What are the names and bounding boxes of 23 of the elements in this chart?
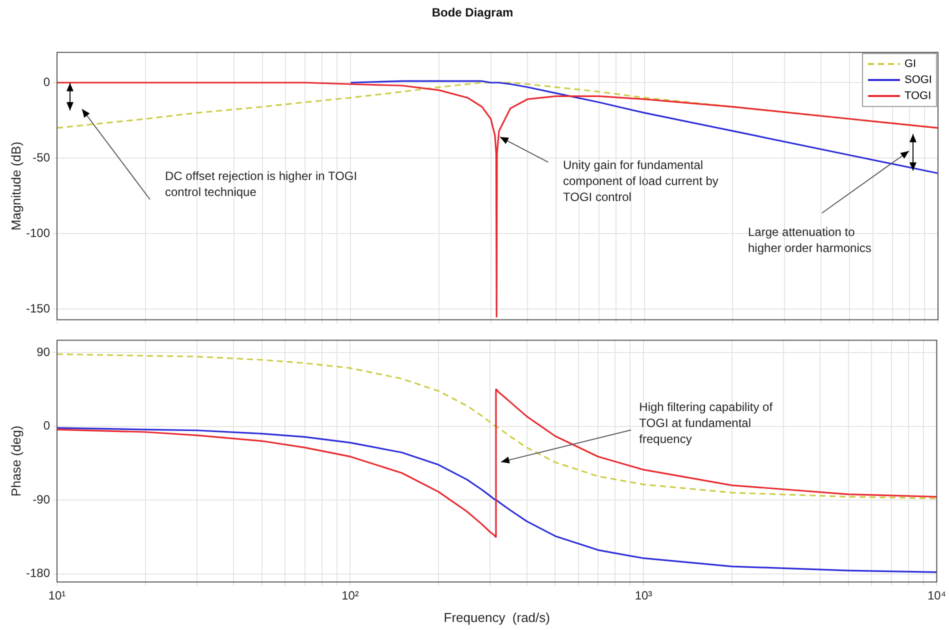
- y-axis-title: Phase (deg): [8, 426, 24, 497]
- y-tick-label: -100: [26, 226, 50, 240]
- annotation: DC offset rejection is higher in TOGI control technique: [165, 168, 358, 200]
- annotation: High filtering capability of TOGI at fundamental frequency: [639, 398, 774, 447]
- y-tick-label: 0: [43, 418, 50, 433]
- y-tick-label: 0: [43, 74, 50, 89]
- x-axis-title: Frequency (rad/s): [444, 610, 550, 625]
- x-tick-label: 10²: [342, 588, 359, 603]
- y-tick-label: -150: [26, 302, 50, 316]
- legend-label: GI: [904, 58, 916, 70]
- annotation: Unity gain for fundamental component of load current by TOGI control: [563, 157, 720, 206]
- x-tick-label: 10⁴: [927, 588, 946, 603]
- y-tick-label: -50: [32, 150, 50, 164]
- annotation: Large attenuation to higher order harmonics: [748, 224, 872, 256]
- legend-label: TOGI: [904, 90, 932, 102]
- y-tick-label: -180: [26, 566, 50, 580]
- y-axis-title: Magnitude (dB): [8, 142, 24, 231]
- y-tick-label: 90: [36, 344, 50, 359]
- chart-title: Bode Diagram: [432, 6, 514, 20]
- x-tick-label: 10³: [634, 588, 652, 603]
- x-tick-label: 10¹: [48, 588, 66, 603]
- y-tick-label: -90: [32, 492, 50, 506]
- legend-label: SOGI: [904, 74, 932, 86]
